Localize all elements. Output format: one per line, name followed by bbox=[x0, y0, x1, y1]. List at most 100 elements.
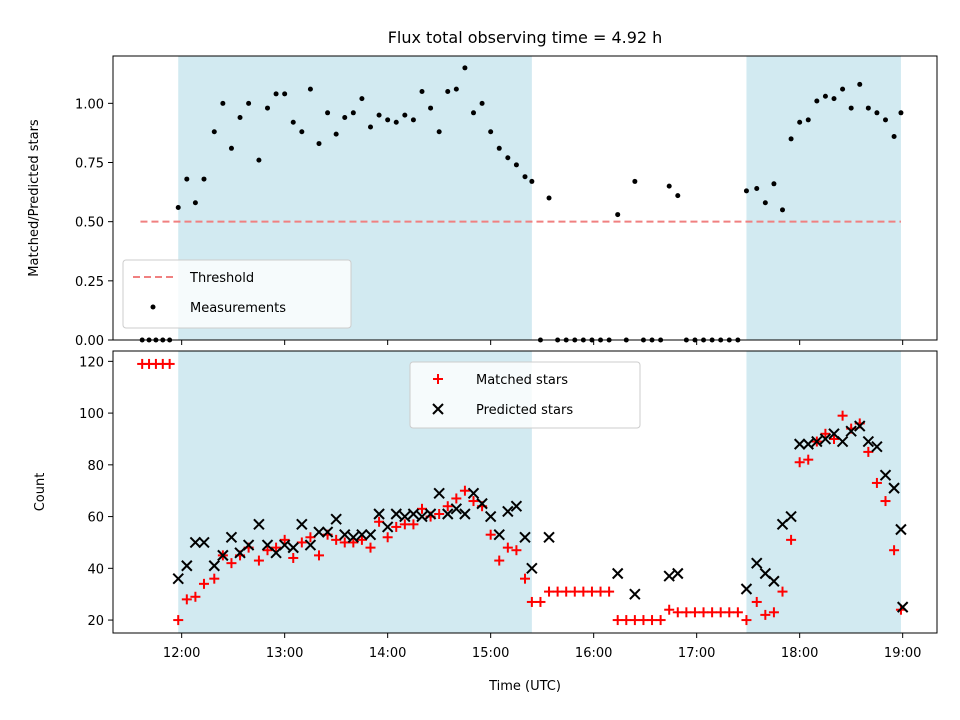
predicted-marker-b bbox=[543, 531, 555, 543]
predicted-marker-b bbox=[663, 570, 675, 582]
measurement-point bbox=[496, 145, 502, 151]
measurement-point bbox=[471, 110, 476, 116]
matched-star-point bbox=[863, 446, 874, 457]
matched-star-point bbox=[794, 457, 805, 468]
matched-star-point bbox=[889, 545, 900, 556]
measurement-point bbox=[891, 133, 897, 139]
predicted-marker-b bbox=[347, 531, 360, 543]
matched-star-point bbox=[520, 573, 530, 584]
predicted-star-point bbox=[836, 435, 849, 448]
measurement-point bbox=[488, 129, 494, 135]
measurement-point bbox=[754, 186, 760, 192]
bottom-plot-frame bbox=[112, 350, 938, 634]
matched-star-point bbox=[871, 477, 882, 488]
measurement-point bbox=[505, 155, 511, 161]
matched-star-point bbox=[417, 503, 427, 514]
predicted-marker-b bbox=[364, 528, 377, 541]
predicted-star-point bbox=[296, 518, 308, 531]
matched-star-point bbox=[374, 516, 385, 527]
predicted-star-point bbox=[225, 531, 238, 543]
predicted-marker-b bbox=[672, 567, 684, 580]
matched-star-point bbox=[786, 534, 797, 545]
predicted-star-point bbox=[793, 438, 806, 450]
measurement-point bbox=[436, 129, 442, 135]
measurement-point bbox=[265, 105, 270, 111]
x-axis-label: Time (UTC) bbox=[488, 679, 561, 694]
predicted-star-point bbox=[242, 539, 255, 551]
measurement-point bbox=[762, 200, 768, 206]
measurement-point bbox=[666, 183, 672, 189]
bottom-legend: Matched stars Predicted stars bbox=[409, 361, 641, 429]
predicted-star-point bbox=[484, 510, 497, 523]
matched-star-point bbox=[724, 607, 735, 618]
predicted-star-point bbox=[663, 570, 675, 582]
x-tick-label: 13:00 bbox=[266, 646, 303, 661]
predicted-marker-b bbox=[526, 562, 538, 575]
matched-star-point bbox=[459, 485, 470, 496]
predicted-star-point bbox=[467, 487, 480, 500]
x-tick-label: 18:00 bbox=[781, 646, 818, 661]
predicted-marker-b bbox=[261, 539, 274, 551]
predicted-marker-b bbox=[381, 521, 394, 533]
predicted-marker-b bbox=[493, 528, 505, 541]
measurement-point bbox=[428, 105, 434, 111]
predicted-marker-b bbox=[895, 523, 907, 536]
matched-star-point bbox=[698, 607, 709, 618]
measurement-point bbox=[316, 141, 322, 147]
matched-star-point bbox=[198, 578, 209, 589]
measurement-point bbox=[615, 212, 621, 218]
measurement-point bbox=[201, 176, 207, 182]
predicted-star-point bbox=[442, 508, 454, 520]
predicted-star-point bbox=[278, 539, 291, 551]
bottom-y-axis: 20 40 60 80 100 120 bbox=[79, 355, 113, 629]
predicted-marker-b bbox=[811, 435, 823, 448]
measurement-point bbox=[788, 136, 794, 142]
predicted-star-point bbox=[768, 575, 780, 587]
bottom-y-tick-label: 100 bbox=[79, 407, 104, 422]
matched-star-point bbox=[655, 615, 666, 626]
measurement-point bbox=[848, 105, 854, 111]
matched-star-point bbox=[526, 596, 537, 607]
measurement-point bbox=[797, 119, 803, 125]
predicted-star-point bbox=[416, 510, 428, 523]
top-y-tick-label: 0.00 bbox=[75, 334, 104, 349]
predicted-marker-b bbox=[785, 510, 797, 523]
measurement-point bbox=[228, 145, 234, 151]
top-y-tick-label: 0.50 bbox=[75, 216, 104, 231]
matched-star-point bbox=[502, 542, 513, 553]
predicted-marker-b bbox=[304, 539, 317, 551]
predicted-star-point bbox=[862, 435, 875, 448]
predicted-star-point bbox=[189, 536, 202, 549]
predicted-star-point bbox=[339, 528, 351, 541]
top-x-ticks bbox=[181, 340, 904, 345]
measurement-point bbox=[184, 176, 190, 182]
matched-star-point bbox=[314, 550, 324, 561]
predicted-marker-b bbox=[836, 435, 849, 448]
top-plot: 0.00 0.25 0.50 0.75 1.00 Matched/Predicted s… bbox=[27, 55, 938, 349]
measurement-point bbox=[675, 193, 681, 199]
predicted-marker-b bbox=[793, 438, 806, 450]
matched-star-point bbox=[348, 537, 359, 548]
predicted-star-point bbox=[198, 536, 210, 549]
predicted-star-point bbox=[399, 510, 411, 523]
predicted-star-point bbox=[854, 420, 866, 432]
measurement-point bbox=[419, 89, 425, 94]
legend-threshold-label: Threshold bbox=[189, 271, 254, 286]
matched-star-point bbox=[535, 596, 546, 607]
predicted-marker-b bbox=[321, 526, 334, 538]
predicted-marker-b bbox=[802, 438, 814, 450]
matched-star-point bbox=[578, 586, 589, 597]
matched-star-point bbox=[511, 545, 522, 556]
top-y-axis-label: Matched/Predicted stars bbox=[27, 119, 42, 277]
predicted-marker-b bbox=[208, 560, 220, 572]
measurement-point bbox=[256, 157, 262, 163]
measurement-point bbox=[368, 124, 373, 130]
matched-star-point bbox=[181, 594, 192, 605]
bottom-y-tick-label: 20 bbox=[87, 614, 104, 629]
predicted-star-point bbox=[896, 601, 909, 613]
predicted-marker-b bbox=[433, 487, 445, 500]
top-legend-box bbox=[122, 259, 352, 329]
predicted-marker-b bbox=[330, 513, 342, 525]
predicted-star-point bbox=[895, 523, 907, 536]
predicted-star-point bbox=[373, 508, 385, 520]
